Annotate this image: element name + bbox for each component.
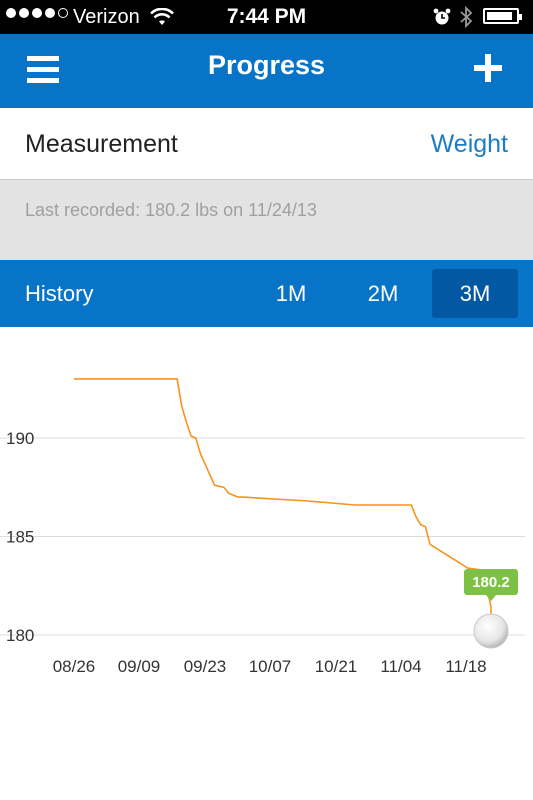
bluetooth-icon — [460, 6, 473, 28]
y-tick-label: 180 — [6, 626, 34, 645]
last-recorded-text: Last recorded: 180.2 lbs on 11/24/13 — [25, 200, 317, 220]
tab-3m[interactable]: 3M — [432, 269, 518, 318]
alarm-clock-icon — [433, 8, 451, 25]
y-tick-label: 190 — [6, 429, 34, 448]
tab-1m[interactable]: 1M — [275, 281, 307, 306]
value-callout-bubble — [464, 569, 518, 602]
value-callout-label: 180.2 — [472, 574, 510, 591]
x-tick-label: 11/18 — [445, 657, 486, 676]
status-bar: Verizon 7:44 PM — [0, 0, 533, 34]
status-time: 7:44 PM — [226, 5, 307, 28]
page-title: Progress — [207, 50, 326, 80]
x-tick-label: 11/04 — [380, 657, 421, 676]
weight-history-chart: 180 185 190 08/26 09/09 09/23 10/07 10/21 11/04 1… — [0, 378, 525, 676]
measurement-row[interactable]: Measurement Weight — [0, 108, 533, 180]
x-tick-label: 09/09 — [118, 657, 161, 676]
x-tick-label: 09/23 — [184, 657, 227, 676]
nav-bar: Progress — [0, 34, 533, 108]
x-tick-label: 08/26 — [53, 657, 96, 676]
signal-strength-icon — [6, 8, 68, 18]
history-bar: History 1M 2M 3M — [0, 260, 533, 327]
measurement-value[interactable]: Weight — [430, 130, 508, 158]
x-tick-label: 10/21 — [315, 657, 358, 676]
latest-point-marker — [473, 613, 509, 649]
weight-series-line — [74, 378, 492, 608]
battery-icon — [483, 8, 522, 24]
carrier-name: Verizon — [73, 6, 140, 28]
measurement-label: Measurement — [25, 130, 178, 158]
hamburger-menu-icon[interactable] — [27, 56, 59, 84]
plus-icon[interactable] — [474, 54, 502, 82]
history-label: History — [25, 281, 94, 306]
x-tick-label: 10/07 — [249, 657, 292, 676]
last-recorded-row: Last recorded: 180.2 lbs on 11/24/13 — [0, 180, 533, 260]
y-tick-label: 185 — [6, 528, 34, 547]
tab-2m[interactable]: 2M — [367, 281, 399, 306]
wifi-icon — [150, 8, 174, 25]
